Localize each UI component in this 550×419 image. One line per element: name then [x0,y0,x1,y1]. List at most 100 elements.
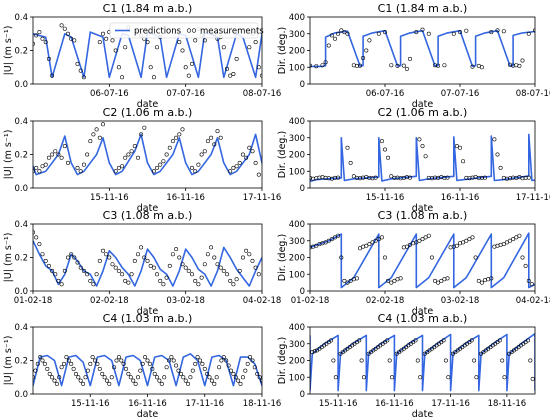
measurement-point [170,252,175,257]
y-tick-label: 0.2 [14,254,28,264]
measurement-point [209,135,214,140]
prediction-line [33,133,262,176]
measurement-point [110,262,115,267]
measurement-point [190,61,195,66]
measurement-point [389,280,394,285]
panel-title: C2 (1.06 m a.b.) [378,106,468,119]
measurement-point [418,375,423,380]
measurement-point [314,64,319,69]
measurement-point [323,60,328,65]
measurement-point [76,375,81,380]
measurement-point [420,27,425,32]
panel-5: 0.0 0.2 0.4 01-02-18 02-02-18 03-02-18 04-02-1… [3,209,281,317]
panel-title: C1 (1.84 m a.b.) [378,2,468,15]
measurement-point [199,275,204,280]
measurement-point [142,255,147,260]
measurement-point [164,152,169,157]
measurement-point [361,375,366,380]
y-tick-label: 300 [289,340,305,350]
x-tick-label: 08-07-16 [516,89,550,99]
measurement-point [101,122,106,127]
measurement-point [202,262,207,267]
x-tick-label: 04-02-18 [243,296,282,306]
y-tick-label: 200 [289,47,305,57]
measurement-point [345,280,350,285]
measurement-point [29,382,32,385]
measurement-point [196,162,201,167]
measurement-point [500,358,505,363]
measurement-point [310,63,312,68]
y-axis-label: Dir. (deg.) [277,27,288,74]
measurement-point [120,164,125,169]
measurement-point [432,278,437,283]
measurement-point [128,375,133,380]
measurement-point [423,235,428,240]
measurement-point [217,365,222,370]
measurement-point [139,245,144,250]
measurement-point [367,242,372,247]
measurement-point [229,368,234,373]
measurement-point [174,247,179,252]
measurement-point [15,352,18,355]
measurement-point [145,40,150,45]
measurement-point [520,255,525,260]
measurement-point [470,235,475,240]
measurement-point [95,361,100,366]
measurement-point [221,355,226,360]
measurement-point [123,155,128,160]
measurement-point [93,358,98,363]
measurement-point [215,129,220,134]
measurement-point [354,276,359,281]
measurement-point [171,358,176,363]
measurement-point [540,30,543,33]
measurement-point [520,58,525,63]
measurement-point [81,381,86,386]
measurement-point [53,149,58,154]
y-tick-label: 0.0 [14,184,28,194]
y-tick-label: 0.4 [14,117,28,127]
measurement-point [183,265,188,270]
measurement-point [97,40,102,45]
measurement-point [33,230,35,235]
measurement-point [345,145,350,150]
axes-frame [32,120,263,189]
x-axis-label: date [412,99,434,110]
y-tick-label: 400 [289,13,305,23]
measurement-point [502,375,507,380]
measurement-point [94,272,99,277]
measurement-point [140,361,145,366]
legend-label-predictions: predictions [134,27,182,37]
y-tick-label: 100 [289,270,305,280]
measurement-point [250,258,255,263]
x-axis-label: date [137,203,159,214]
measurement-point [186,381,191,386]
measurement-point [386,278,391,283]
measurement-point [116,65,121,70]
measurement-point [382,30,387,35]
measurement-point [218,135,223,140]
measurement-point [88,139,93,144]
measurement-point [164,365,169,370]
measurement-point [104,252,109,257]
measurement-point [252,365,257,370]
measurement-point [469,338,474,343]
measurement-point [142,125,147,130]
measurement-point [83,375,88,380]
measurement-point [43,40,48,45]
panel-3: 0.0 0.2 0.4 15-11-16 16-11-16 17-11-16 C2 (1.0… [3,106,281,214]
measurement-point [526,31,531,36]
x-axis-label: date [412,409,434,419]
measurement-point [33,368,38,373]
measurement-point [479,65,484,70]
measurement-point [72,38,77,43]
measurement-point [446,375,451,380]
measurement-point [247,145,252,150]
measurement-point [78,68,83,73]
measurement-point [413,338,418,343]
measurement-point [472,358,477,363]
x-tick-label: 07-07-16 [441,89,480,99]
measurement-point [167,263,172,268]
measurement-point [145,258,150,263]
measurement-point [407,56,412,61]
measurement-point [212,255,217,260]
